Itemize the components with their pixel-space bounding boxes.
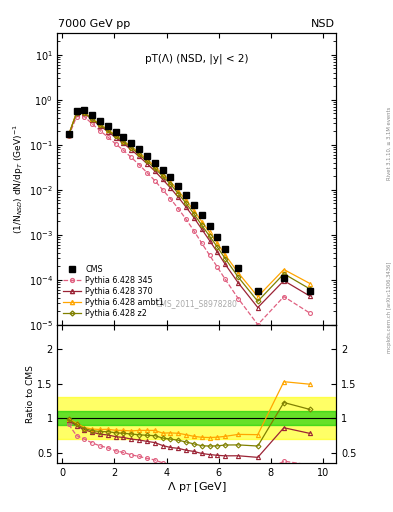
Text: pT(Λ) (NSD, |y| < 2): pT(Λ) (NSD, |y| < 2) (145, 54, 248, 64)
X-axis label: Λ p$_T$ [GeV]: Λ p$_T$ [GeV] (167, 480, 226, 494)
Text: NSD: NSD (311, 19, 335, 29)
Text: Rivet 3.1.10, ≥ 3.1M events: Rivet 3.1.10, ≥ 3.1M events (387, 106, 392, 180)
Legend: CMS, Pythia 6.428 345, Pythia 6.428 370, Pythia 6.428 ambt1, Pythia 6.428 z2: CMS, Pythia 6.428 345, Pythia 6.428 370,… (61, 263, 166, 321)
Text: mcplots.cern.ch [arXiv:1306.3436]: mcplots.cern.ch [arXiv:1306.3436] (387, 262, 392, 353)
Bar (57, 397, 336, 439)
Bar (57, 411, 336, 425)
Y-axis label: Ratio to CMS: Ratio to CMS (26, 365, 35, 423)
Text: 7000 GeV pp: 7000 GeV pp (58, 19, 130, 29)
Y-axis label: (1/N$_{NSD}$) dN/dp$_T$ (GeV)$^{-1}$: (1/N$_{NSD}$) dN/dp$_T$ (GeV)$^{-1}$ (11, 124, 26, 234)
Text: CMS_2011_S8978280: CMS_2011_S8978280 (156, 300, 237, 309)
